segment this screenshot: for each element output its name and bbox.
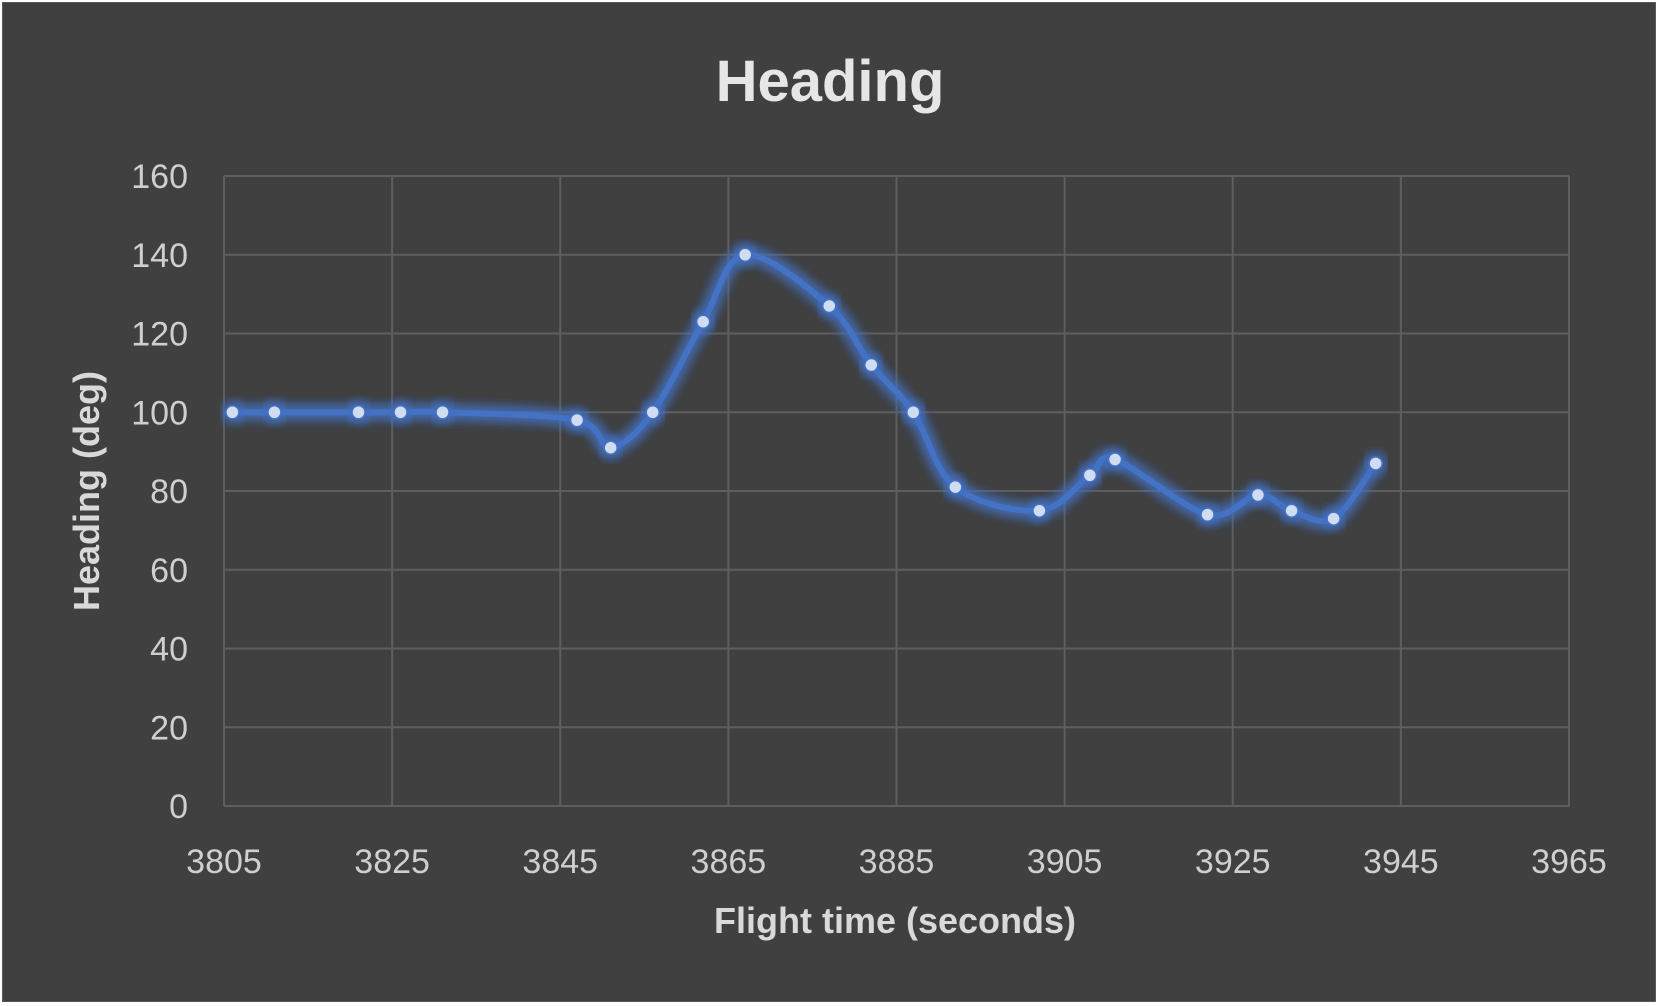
- x-tick-label: 3825: [354, 843, 430, 881]
- data-point: [864, 357, 879, 373]
- grid-lines: [223, 175, 1570, 807]
- data-point: [1250, 487, 1266, 503]
- y-tick-label: 0: [169, 788, 188, 826]
- x-tick-label: 3965: [1531, 843, 1607, 881]
- data-point: [1082, 468, 1098, 483]
- y-tick-label: 140: [131, 237, 188, 275]
- series-line: [229, 251, 1379, 525]
- data-point: [906, 405, 921, 420]
- series-glow: [232, 249, 1380, 527]
- y-axis-title: Heading (deg): [66, 371, 107, 611]
- x-tick-label: 3905: [1027, 843, 1103, 881]
- chart-title: Heading: [716, 49, 945, 114]
- data-point: [393, 405, 408, 420]
- x-axis-tick-labels: 3805 3825 3845 3865 3885 3905 3925 3945 3965: [186, 843, 1607, 881]
- data-point: [948, 479, 963, 495]
- data-point: [1200, 507, 1215, 522]
- x-tick-label: 3945: [1363, 843, 1439, 881]
- data-point: [1284, 503, 1299, 518]
- data-point: [569, 412, 585, 428]
- y-axis-tick-labels: 0 20 40 60 80 100 120 140 160: [131, 158, 188, 826]
- data-point: [737, 247, 753, 262]
- x-axis-title: Flight time (seconds): [714, 900, 1076, 941]
- data-point: [1368, 456, 1383, 471]
- data-point: [225, 405, 240, 420]
- x-tick-label: 3885: [859, 843, 935, 881]
- y-tick-label: 40: [150, 631, 188, 669]
- x-tick-label: 3845: [522, 843, 598, 881]
- y-tick-label: 160: [131, 158, 188, 196]
- data-point: [435, 405, 450, 420]
- data-point: [267, 405, 282, 420]
- y-tick-label: 120: [131, 316, 188, 354]
- data-point: [1032, 503, 1047, 518]
- x-tick-label: 3865: [691, 843, 767, 881]
- y-tick-label: 80: [150, 473, 188, 511]
- y-tick-label: 20: [150, 709, 188, 747]
- data-point: [351, 405, 366, 420]
- data-point: [1326, 511, 1341, 526]
- data-point: [822, 298, 837, 314]
- y-tick-label: 60: [150, 552, 188, 590]
- x-tick-label: 3805: [186, 843, 262, 881]
- data-point: [645, 405, 660, 420]
- data-point: [603, 440, 618, 455]
- heading-series: [222, 244, 1386, 529]
- data-point: [1107, 452, 1123, 467]
- data-point: [695, 314, 711, 329]
- x-tick-label: 3925: [1195, 843, 1271, 881]
- y-tick-label: 100: [131, 394, 188, 432]
